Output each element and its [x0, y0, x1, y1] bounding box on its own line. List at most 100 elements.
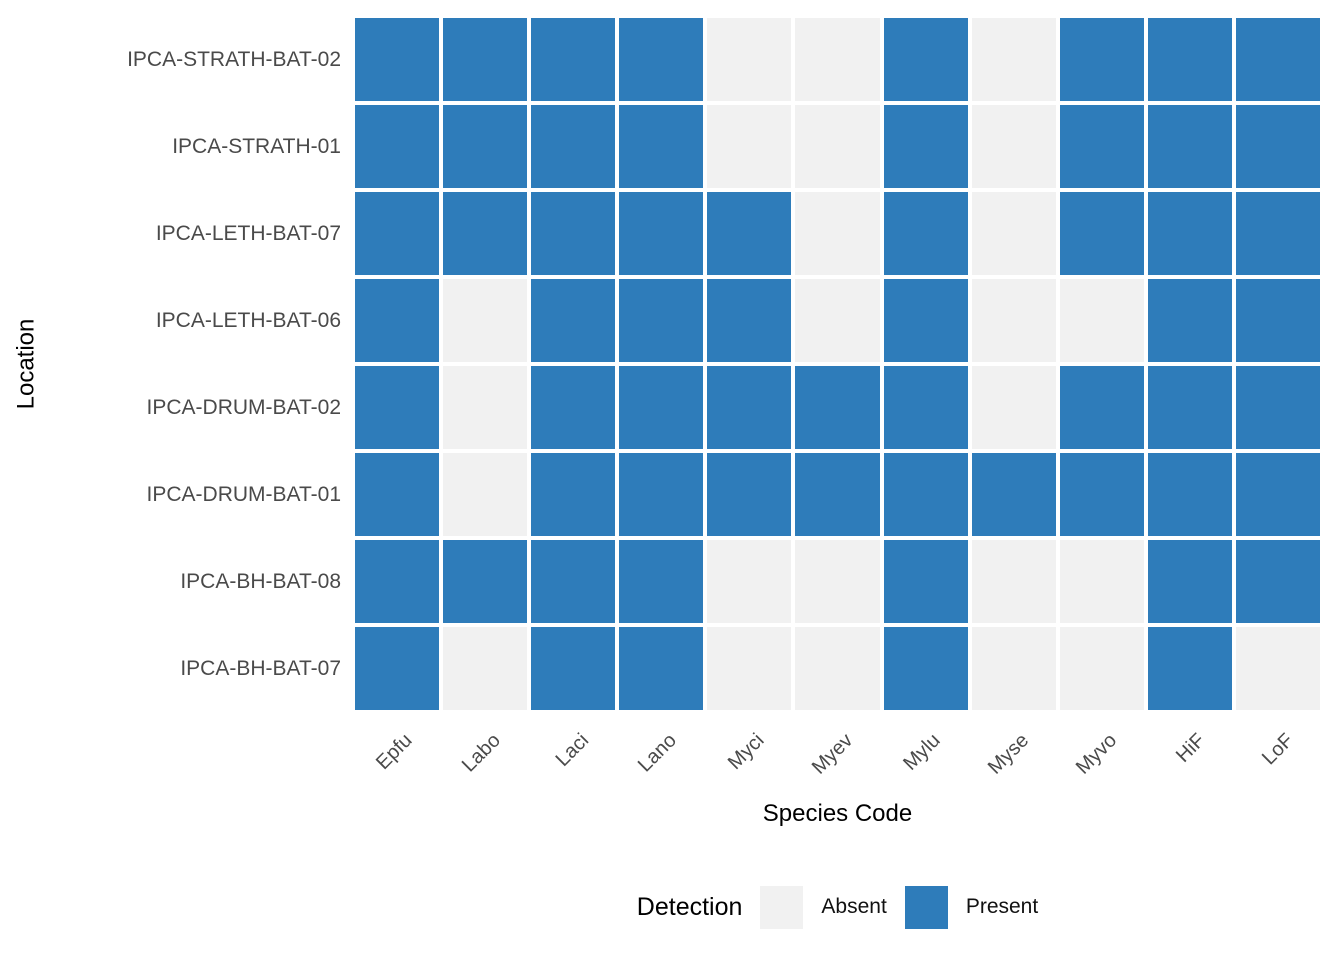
x-axis-label: Epfu	[371, 729, 417, 775]
heatmap-cell	[795, 105, 880, 188]
x-axis-label: Lano	[633, 729, 681, 777]
heatmap-cell	[883, 366, 968, 449]
x-axis-label: Myev	[807, 729, 857, 779]
heatmap-cell	[1235, 453, 1320, 536]
heatmap-cell	[707, 105, 792, 188]
x-axis-title: Species Code	[762, 800, 913, 827]
y-axis-label: IPCA-LETH-BAT-06	[155, 308, 341, 332]
heatmap-cell	[355, 105, 440, 188]
heatmap-cell	[619, 279, 704, 362]
heatmap-cell	[707, 627, 792, 710]
heatmap-cell	[1059, 279, 1144, 362]
heatmap-cell	[795, 366, 880, 449]
heatmap-cell	[795, 18, 880, 101]
heatmap-cell	[883, 627, 968, 710]
heatmap-cell	[619, 366, 704, 449]
x-axis-label: Myci	[724, 729, 769, 774]
y-axis-label: IPCA-BH-BAT-07	[180, 656, 341, 680]
legend-entries: Absent Present	[760, 885, 1038, 929]
heatmap-cell	[1147, 18, 1232, 101]
heatmap-cell	[619, 540, 704, 623]
heatmap-cell	[795, 627, 880, 710]
y-axis-label: IPCA-DRUM-BAT-01	[146, 482, 341, 506]
y-axis-label: IPCA-STRATH-BAT-02	[127, 47, 341, 71]
heatmap-cell	[1059, 105, 1144, 188]
x-axis-label: HiF	[1171, 729, 1210, 767]
heatmap-cell	[883, 105, 968, 188]
heatmap-cell	[883, 18, 968, 101]
heatmap-cell	[883, 192, 968, 275]
heatmap-cell	[355, 540, 440, 623]
heatmap-cell	[707, 366, 792, 449]
x-axis-label: LoF	[1257, 729, 1298, 770]
heatmap-cell	[531, 192, 616, 275]
heatmap-cell	[971, 366, 1056, 449]
heatmap-cell	[1059, 540, 1144, 623]
heatmap-cell	[1147, 192, 1232, 275]
heatmap-cell	[619, 627, 704, 710]
legend-label: Absent	[821, 895, 887, 918]
heatmap-cell	[355, 18, 440, 101]
heatmap-cell	[355, 366, 440, 449]
heatmap-cell	[443, 279, 528, 362]
heatmap-cell	[971, 105, 1056, 188]
heatmap-cell	[443, 540, 528, 623]
y-axis-label: IPCA-BH-BAT-08	[180, 569, 341, 593]
heatmap-cell	[1235, 627, 1320, 710]
heatmap-cell	[619, 18, 704, 101]
heatmap-cell	[971, 627, 1056, 710]
x-axis-label: Myse	[983, 729, 1034, 779]
legend-entry: Absent	[760, 885, 887, 929]
y-axis-tick-labels: IPCA-STRATH-BAT-02 IPCA-STRATH-01 IPCA-LET…	[0, 18, 341, 710]
legend-entry: Present	[904, 885, 1038, 929]
heatmap-cell	[971, 18, 1056, 101]
heatmap-cell	[707, 18, 792, 101]
heatmap-cell	[971, 192, 1056, 275]
heatmap-cell	[971, 453, 1056, 536]
heatmap-cell	[531, 540, 616, 623]
heatmap-cell	[443, 192, 528, 275]
heatmap-cell	[883, 453, 968, 536]
heatmap-cell	[1147, 105, 1232, 188]
heatmap-cell	[355, 279, 440, 362]
heatmap-cell	[531, 18, 616, 101]
heatmap-cell	[619, 192, 704, 275]
heatmap-cell	[795, 453, 880, 536]
heatmap-cell	[443, 366, 528, 449]
heatmap-cell	[619, 453, 704, 536]
heatmap-cell	[707, 540, 792, 623]
x-axis-label: Labo	[457, 729, 505, 777]
heatmap-cell	[355, 192, 440, 275]
heatmap-cell	[707, 192, 792, 275]
heatmap-cell	[1147, 279, 1232, 362]
y-axis-label: IPCA-DRUM-BAT-02	[146, 395, 341, 419]
heatmap-cell	[1059, 18, 1144, 101]
heatmap-cell	[1235, 540, 1320, 623]
heatmap-cell	[795, 540, 880, 623]
heatmap-cell	[1059, 192, 1144, 275]
heatmap-cell	[1147, 453, 1232, 536]
heatmap-cell	[795, 192, 880, 275]
heatmap-cell	[1147, 540, 1232, 623]
heatmap-cell	[1059, 453, 1144, 536]
x-axis-label: Myvo	[1071, 729, 1122, 779]
heatmap-cell	[1059, 366, 1144, 449]
heatmap-cell	[883, 279, 968, 362]
heatmap-cell	[443, 627, 528, 710]
heatmap-cell	[1235, 18, 1320, 101]
heatmap-cell	[1235, 366, 1320, 449]
heatmap-cell	[355, 453, 440, 536]
heatmap-cell	[971, 540, 1056, 623]
heatmap-cell	[707, 453, 792, 536]
heatmap-panel	[355, 18, 1320, 710]
heatmap-cell	[1235, 192, 1320, 275]
heatmap-cell	[883, 540, 968, 623]
y-axis-label: IPCA-LETH-BAT-07	[155, 221, 341, 245]
heatmap-cell	[531, 279, 616, 362]
heatmap-cell	[1235, 105, 1320, 188]
heatmap-cell	[531, 453, 616, 536]
y-axis-label: IPCA-STRATH-01	[172, 134, 341, 158]
heatmap-cell	[531, 366, 616, 449]
heatmap-cell	[1235, 279, 1320, 362]
